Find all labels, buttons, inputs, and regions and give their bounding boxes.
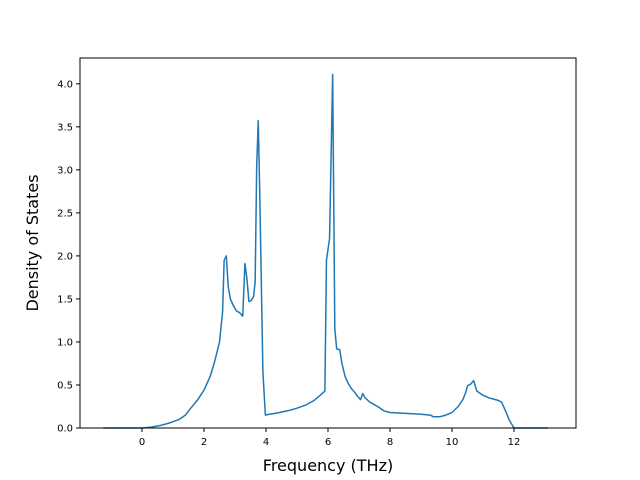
- y-tick-label: 1.0: [57, 337, 73, 348]
- y-axis-label: Density of States: [23, 174, 42, 311]
- x-axis-label: Frequency (THz): [263, 456, 393, 475]
- x-tick-label: 8: [387, 437, 393, 448]
- y-tick-label: 0.5: [57, 380, 73, 391]
- x-tick-label: 4: [263, 437, 269, 448]
- x-tick-label: 12: [508, 437, 521, 448]
- x-tick-label: 2: [201, 437, 207, 448]
- y-tick-label: 0.0: [57, 424, 73, 435]
- y-tick-label: 1.5: [57, 294, 73, 305]
- x-tick-label: 10: [446, 437, 459, 448]
- x-tick-label: 0: [139, 437, 145, 448]
- series-layer: [103, 73, 549, 429]
- plot-frame: [79, 57, 577, 429]
- y-tick-label: 3.0: [57, 165, 73, 176]
- y-tick-label: 2.5: [57, 208, 73, 219]
- x-tick-label: 6: [325, 437, 331, 448]
- y-tick-label: 2.0: [57, 251, 73, 262]
- y-tick-label: 3.5: [57, 122, 73, 133]
- y-ticks: 0.0 0.5 1.0 1.5 2.0 2.5 3.0 3.5 4.0: [57, 79, 80, 435]
- series-line-0: [103, 73, 549, 429]
- x-ticks: 0 2 4 6 8 10 12: [139, 428, 521, 448]
- y-tick-label: 4.0: [57, 79, 73, 90]
